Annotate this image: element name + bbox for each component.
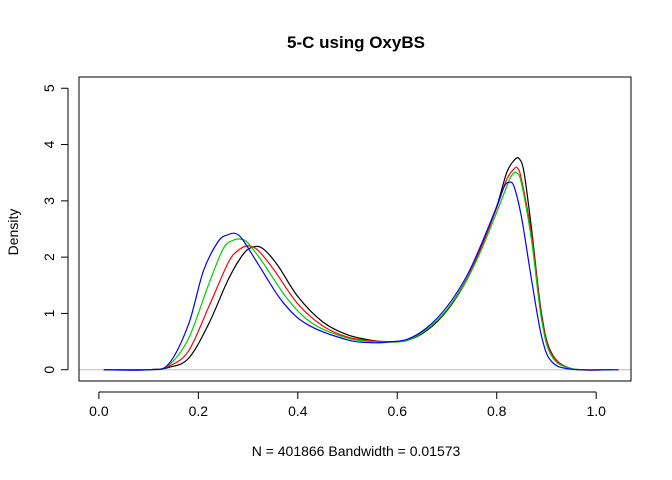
y-tick-label: 4	[41, 140, 57, 148]
x-tick-label: 0.0	[89, 403, 109, 419]
x-axis-label: N = 401866 Bandwidth = 0.01573	[252, 443, 461, 459]
y-tick-label: 3	[41, 197, 57, 205]
y-tick-label: 1	[41, 309, 57, 317]
plot-frame	[78, 76, 632, 382]
density-series-3	[103, 171, 612, 371]
x-tick-label: 0.4	[288, 403, 308, 419]
y-tick-label: 2	[41, 253, 57, 261]
x-tick-label: 0.2	[189, 403, 209, 419]
x-tick-label: 0.6	[388, 403, 408, 419]
y-tick-label: 5	[41, 84, 57, 92]
y-tick-label: 0	[41, 366, 57, 374]
x-tick-label: 0.8	[487, 403, 507, 419]
chart-title: 5-C using OxyBS	[287, 33, 425, 52]
plot-area: 0.0 0.2 0.4 0.6 0.8 1.0 0 1 2 3 4 5	[41, 76, 632, 419]
x-tick-label: 1.0	[586, 403, 606, 419]
density-series-4	[103, 181, 619, 371]
y-axis-label: Density	[5, 209, 21, 256]
